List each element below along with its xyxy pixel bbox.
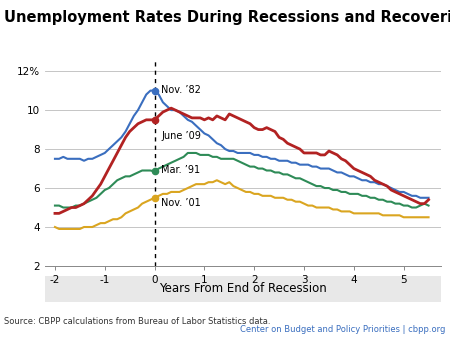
Text: Nov. ’82: Nov. ’82 [161, 85, 201, 95]
Text: Source: CBPP calculations from Bureau of Labor Statistics data.: Source: CBPP calculations from Bureau of… [4, 317, 271, 326]
Text: Center on Budget and Policy Priorities | cbpp.org: Center on Budget and Policy Priorities |… [240, 325, 446, 334]
Text: Years From End of Recession: Years From End of Recession [159, 282, 327, 296]
Text: June ’09: June ’09 [161, 131, 201, 142]
Text: Nov. ’01: Nov. ’01 [161, 198, 201, 208]
Text: Unemployment Rates During Recessions and Recoveries: Unemployment Rates During Recessions and… [4, 10, 450, 25]
Text: Mar. ’91: Mar. ’91 [161, 164, 200, 175]
